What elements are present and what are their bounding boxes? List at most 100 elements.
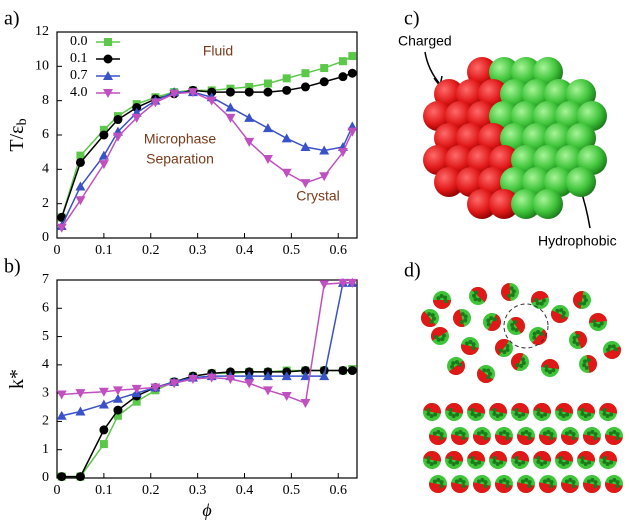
particle-bead xyxy=(464,315,468,319)
data-point xyxy=(338,366,347,375)
particle-bead xyxy=(499,460,503,464)
particle-bead xyxy=(507,294,511,298)
particle-bead xyxy=(458,363,462,367)
legend-label: 0.7 xyxy=(70,68,88,83)
particle-bead xyxy=(543,460,547,464)
y-tick-label: 6 xyxy=(42,301,49,316)
data-point xyxy=(57,472,66,481)
particle-bead xyxy=(488,372,492,376)
particle-bead xyxy=(527,436,531,440)
particle-bead xyxy=(550,432,554,436)
x-tick-label: 0 xyxy=(54,243,61,258)
particle-bead xyxy=(558,412,562,416)
particle-bead xyxy=(521,432,525,436)
particle-bead xyxy=(444,299,448,303)
particle-bead xyxy=(587,358,591,362)
data-point xyxy=(76,472,85,481)
particle-bead xyxy=(448,412,452,416)
particle-bead xyxy=(499,480,503,484)
sphere xyxy=(533,189,563,219)
particle-bead xyxy=(506,432,510,436)
data-point xyxy=(244,379,254,388)
particle-bead xyxy=(544,364,548,368)
particle-bead xyxy=(549,436,553,440)
particle-bead xyxy=(484,432,488,436)
x-tick-label: 0.6 xyxy=(330,243,348,258)
particle-bead xyxy=(572,432,576,436)
y-tick-label: 3 xyxy=(42,385,49,400)
particle-bead xyxy=(506,480,510,484)
x-tick-label: 0.4 xyxy=(236,483,254,498)
data-point xyxy=(300,142,310,151)
particle-bead xyxy=(597,324,601,328)
particle-bead xyxy=(499,412,503,416)
particle-bead xyxy=(545,368,549,372)
particle-bead xyxy=(527,484,531,488)
particle-bead xyxy=(609,412,613,416)
data-point xyxy=(338,72,347,81)
assembly-illustration xyxy=(421,283,623,493)
y-axis-label: k* xyxy=(6,369,28,389)
particle-bead xyxy=(487,322,491,326)
x-tick-label: 0.4 xyxy=(236,243,254,258)
particle-bead xyxy=(461,436,465,440)
particle-bead xyxy=(440,294,444,298)
particle-bead xyxy=(532,336,536,340)
y-tick-label: 2 xyxy=(42,196,49,211)
panel-label: b) xyxy=(4,256,21,278)
particle-bead xyxy=(511,327,515,331)
y-tick-label: 0 xyxy=(42,470,49,485)
data-point xyxy=(339,57,347,65)
x-tick-label: 0.3 xyxy=(189,483,207,498)
particle-bead xyxy=(430,320,434,324)
series-line xyxy=(62,283,353,416)
y-tick-label: 2 xyxy=(42,414,49,429)
particle-bead xyxy=(426,412,430,416)
sphere xyxy=(566,167,596,197)
particle-bead xyxy=(450,365,454,369)
y-tick-label: 12 xyxy=(35,24,49,39)
particle-bead xyxy=(559,408,563,412)
particle-bead xyxy=(540,302,544,306)
particle-bead xyxy=(521,412,525,416)
x-axis-label: ϕ xyxy=(202,500,211,520)
figure: c) Charged Hydrophobic d) 02468101200.10… xyxy=(0,0,634,521)
particle-bead xyxy=(513,320,517,324)
data-point xyxy=(300,399,310,408)
particle-bead xyxy=(537,456,541,460)
particle-bead xyxy=(608,345,612,349)
particle-bead xyxy=(572,340,576,344)
particle-bead xyxy=(515,408,519,412)
particle-bead xyxy=(603,456,607,460)
particle-bead xyxy=(442,334,446,338)
particle-bead xyxy=(448,460,452,464)
data-point xyxy=(320,77,329,86)
particle-bead xyxy=(502,350,506,354)
particle-bead xyxy=(555,309,559,313)
particle-bead xyxy=(565,460,569,464)
particle-bead xyxy=(474,297,478,301)
particle-bead xyxy=(565,412,569,416)
data-point xyxy=(348,69,357,78)
data-point xyxy=(348,366,357,375)
legend-label: 4.0 xyxy=(70,85,88,100)
particle-bead xyxy=(521,460,525,464)
particle-bead xyxy=(499,432,503,436)
data-point xyxy=(348,52,356,60)
data-point xyxy=(100,440,108,448)
particle-bead xyxy=(492,460,496,464)
data-point xyxy=(301,82,310,91)
particle-bead xyxy=(594,480,598,484)
data-point xyxy=(57,391,67,400)
data-point xyxy=(226,88,235,97)
particle-bead xyxy=(427,456,431,460)
data-point xyxy=(99,399,109,408)
particle-bead xyxy=(433,412,437,416)
legend-label: 0.1 xyxy=(70,51,88,66)
particle-bead xyxy=(593,323,597,327)
annotation: Separation xyxy=(146,151,214,167)
x-tick-label: 0.5 xyxy=(283,483,301,498)
particle-bead xyxy=(427,408,431,412)
particle-bead xyxy=(470,412,474,416)
particle-bead xyxy=(433,460,437,464)
